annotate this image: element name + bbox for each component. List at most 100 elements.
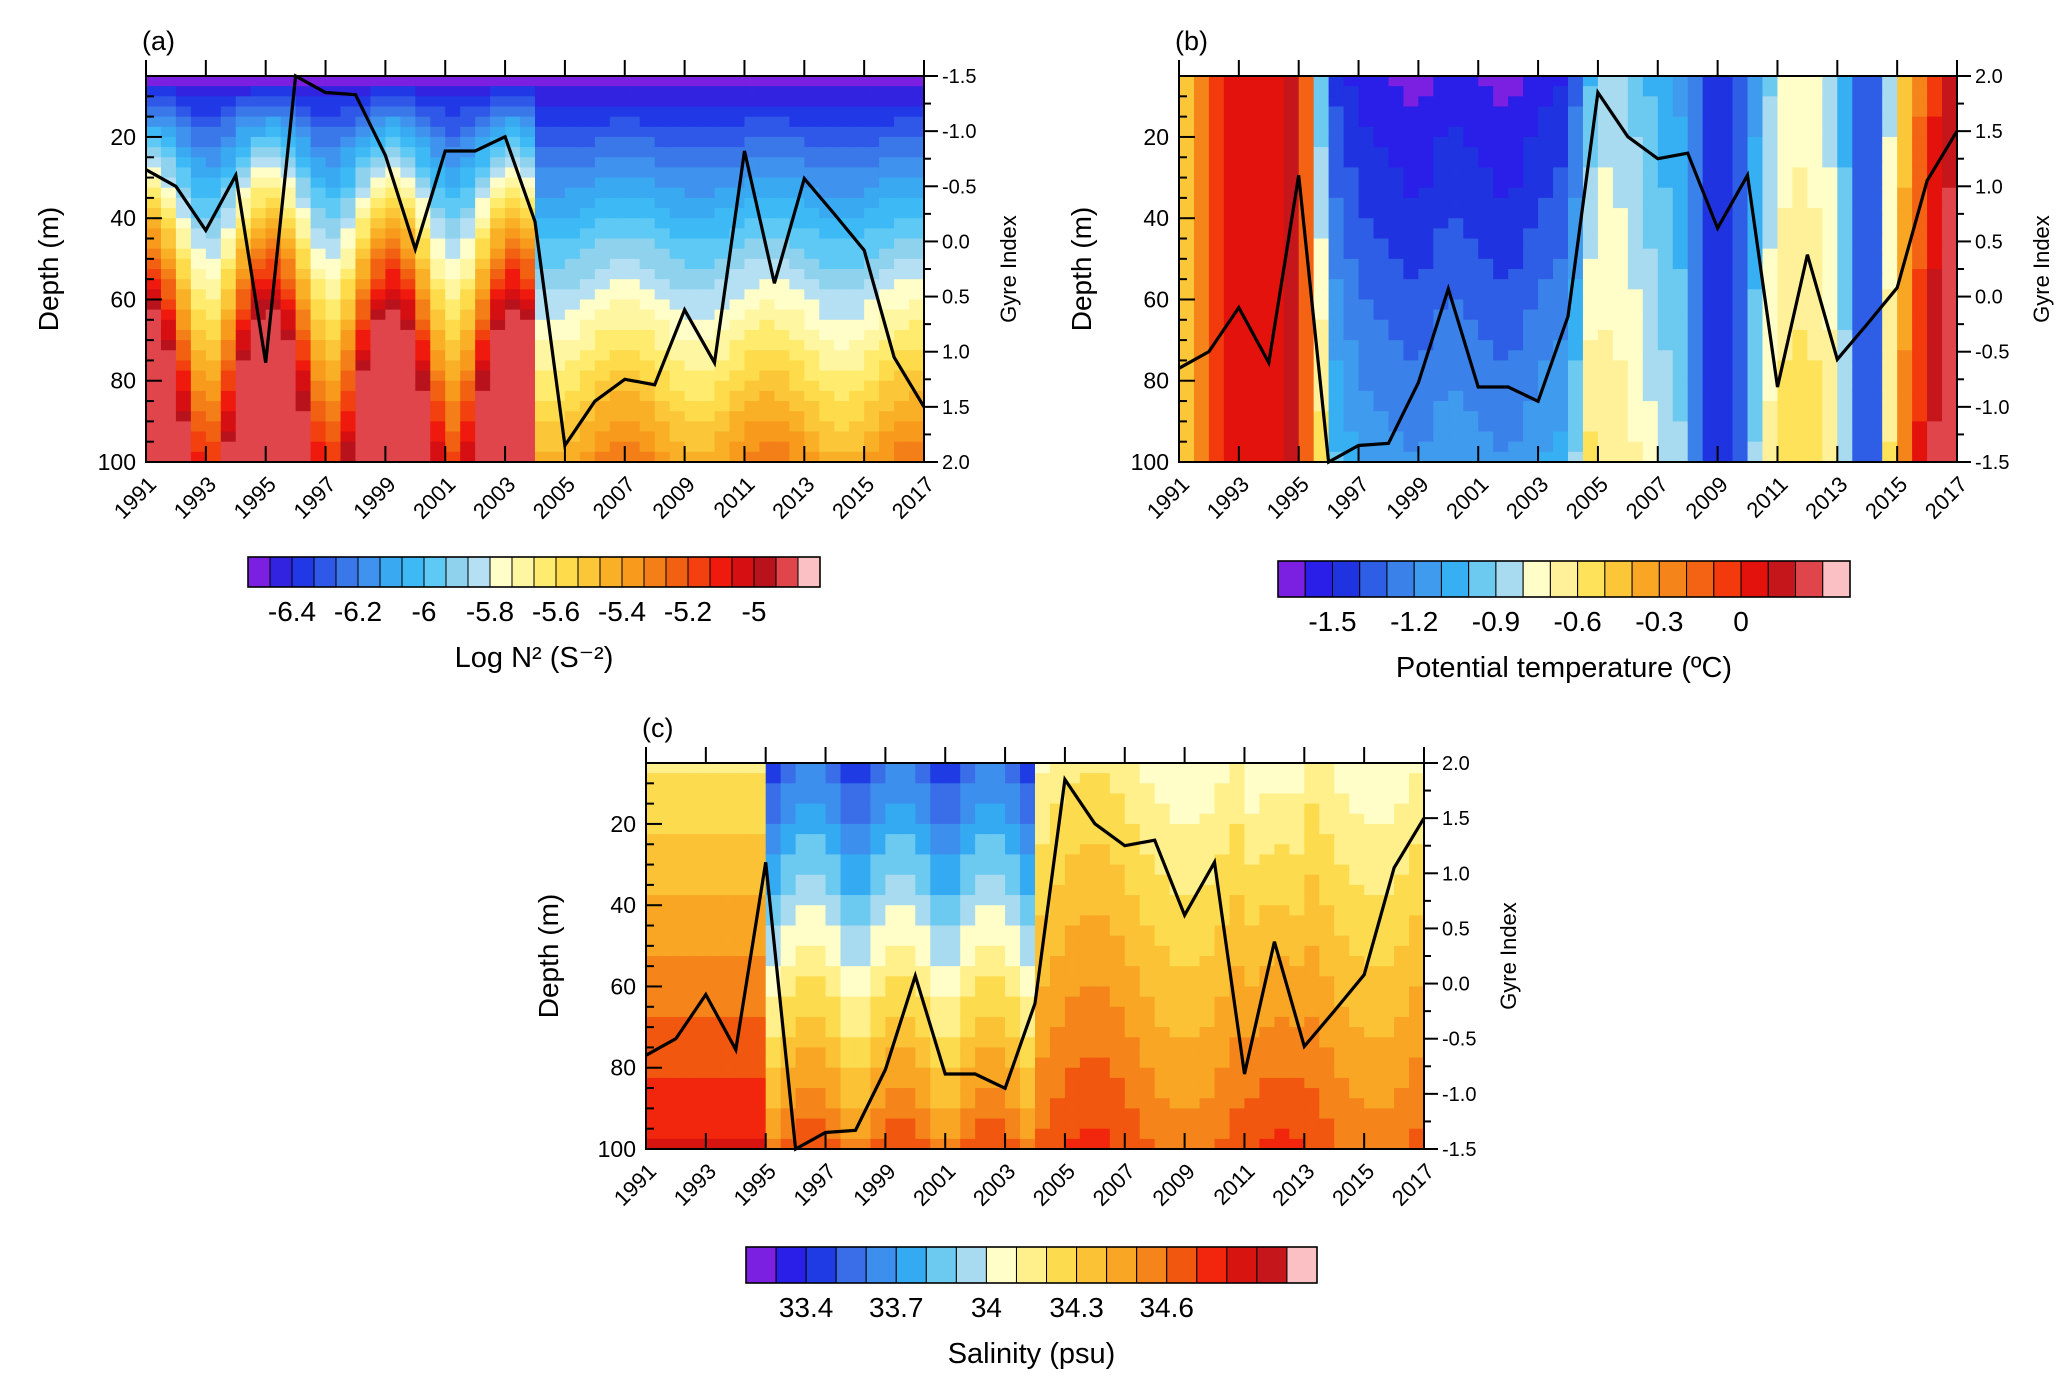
contour-cell	[1358, 86, 1375, 97]
contour-cell	[1582, 177, 1599, 189]
contour-cell	[564, 380, 581, 392]
contour-cell	[714, 421, 731, 433]
contour-cell	[870, 763, 886, 774]
contour-cell	[1493, 187, 1509, 199]
contour-cell	[1642, 380, 1659, 392]
contour-cell	[945, 915, 961, 927]
contour-cell	[1553, 411, 1569, 422]
contour-cell	[475, 167, 491, 179]
contour-cell	[1687, 208, 1704, 219]
contour-cell	[795, 783, 812, 795]
contour-cell	[900, 1088, 916, 1099]
contour-cell	[699, 86, 716, 97]
contour-cell	[1822, 309, 1838, 321]
contour-cell	[1852, 329, 1868, 341]
contour-cell	[759, 411, 775, 422]
contour-cell	[1373, 248, 1390, 260]
contour-cell	[654, 411, 671, 422]
contour-cell	[819, 380, 835, 392]
contour-cell	[1193, 96, 1210, 108]
contour-cell	[505, 136, 521, 148]
contour-cell	[1553, 319, 1569, 331]
contour-cell	[175, 401, 192, 412]
contour-cell	[310, 319, 327, 331]
contour-cell	[340, 441, 357, 453]
contour-cell	[1403, 329, 1419, 341]
contour-cell	[370, 197, 386, 209]
contour-cell	[744, 147, 761, 158]
contour-cell	[819, 299, 835, 311]
contour-cell	[669, 451, 686, 462]
contour-cell	[1358, 187, 1375, 199]
contour-cell	[1268, 106, 1285, 118]
contour-cell	[885, 956, 901, 967]
contour-cell	[684, 411, 701, 422]
contour-cell	[699, 208, 716, 219]
contour-cell	[1298, 370, 1315, 382]
contour-cell	[609, 116, 626, 128]
contour-cell	[355, 431, 372, 443]
contour-cell	[1418, 390, 1434, 402]
contour-cell	[714, 177, 731, 189]
contour-cell	[1852, 136, 1868, 148]
contour-cell	[690, 956, 707, 967]
contour-cell	[430, 441, 446, 453]
contour-cell	[430, 218, 446, 229]
contour-cell	[759, 238, 775, 250]
contour-cell	[460, 370, 476, 382]
contour-cell	[415, 350, 431, 362]
contour-cell	[1732, 218, 1749, 229]
contour-cell	[1867, 147, 1883, 158]
contour-cell	[505, 319, 521, 331]
contour-cell	[720, 935, 737, 947]
contour-cell	[1687, 269, 1704, 280]
contour-cell	[1792, 441, 1808, 453]
contour-cell	[705, 763, 722, 774]
contour-cell	[810, 1118, 827, 1130]
contour-cell	[1418, 136, 1434, 148]
contour-cell	[355, 197, 372, 209]
contour-cell	[1777, 76, 1794, 87]
contour-cell	[1208, 86, 1225, 97]
contour-cell	[205, 126, 222, 138]
contour-cell	[864, 258, 880, 270]
contour-cell	[1568, 116, 1584, 128]
contour-cell	[520, 258, 536, 270]
contour-cell	[1298, 401, 1315, 412]
contour-cell	[1822, 187, 1838, 199]
contour-cell	[840, 1118, 857, 1130]
contour-cell	[415, 309, 431, 321]
contour-cell	[1298, 421, 1315, 433]
contour-cell	[849, 329, 865, 341]
contour-cell	[1553, 451, 1569, 462]
colorbar-swatch	[599, 556, 623, 588]
contour-cell	[549, 157, 566, 169]
contour-cell	[1538, 126, 1554, 138]
contour-cell	[864, 218, 880, 229]
contour-cell	[1597, 380, 1614, 392]
contour-cell	[250, 197, 267, 209]
contour-cell	[930, 1138, 946, 1149]
contour-cell	[1253, 380, 1270, 392]
contour-cell	[146, 299, 162, 311]
contour-cell	[1298, 309, 1315, 321]
contour-cell	[1777, 380, 1794, 392]
contour-cell	[654, 401, 671, 412]
contour-cell	[669, 380, 686, 392]
contour-cell	[804, 401, 820, 412]
contour-cell	[430, 269, 446, 280]
contour-cell	[579, 228, 596, 240]
contour-cell	[1328, 289, 1345, 301]
contour-cell	[870, 864, 886, 876]
contour-cell	[1223, 167, 1240, 179]
contour-cell	[870, 996, 886, 1008]
contour-cell	[735, 895, 752, 906]
contour-cell	[1597, 431, 1614, 443]
contour-cell	[894, 228, 910, 240]
contour-cell	[325, 329, 342, 341]
contour-cell	[535, 177, 551, 189]
contour-cell	[840, 1027, 857, 1038]
contour-cell	[430, 187, 446, 199]
contour-cell	[1448, 411, 1464, 422]
contour-cell	[325, 421, 342, 433]
